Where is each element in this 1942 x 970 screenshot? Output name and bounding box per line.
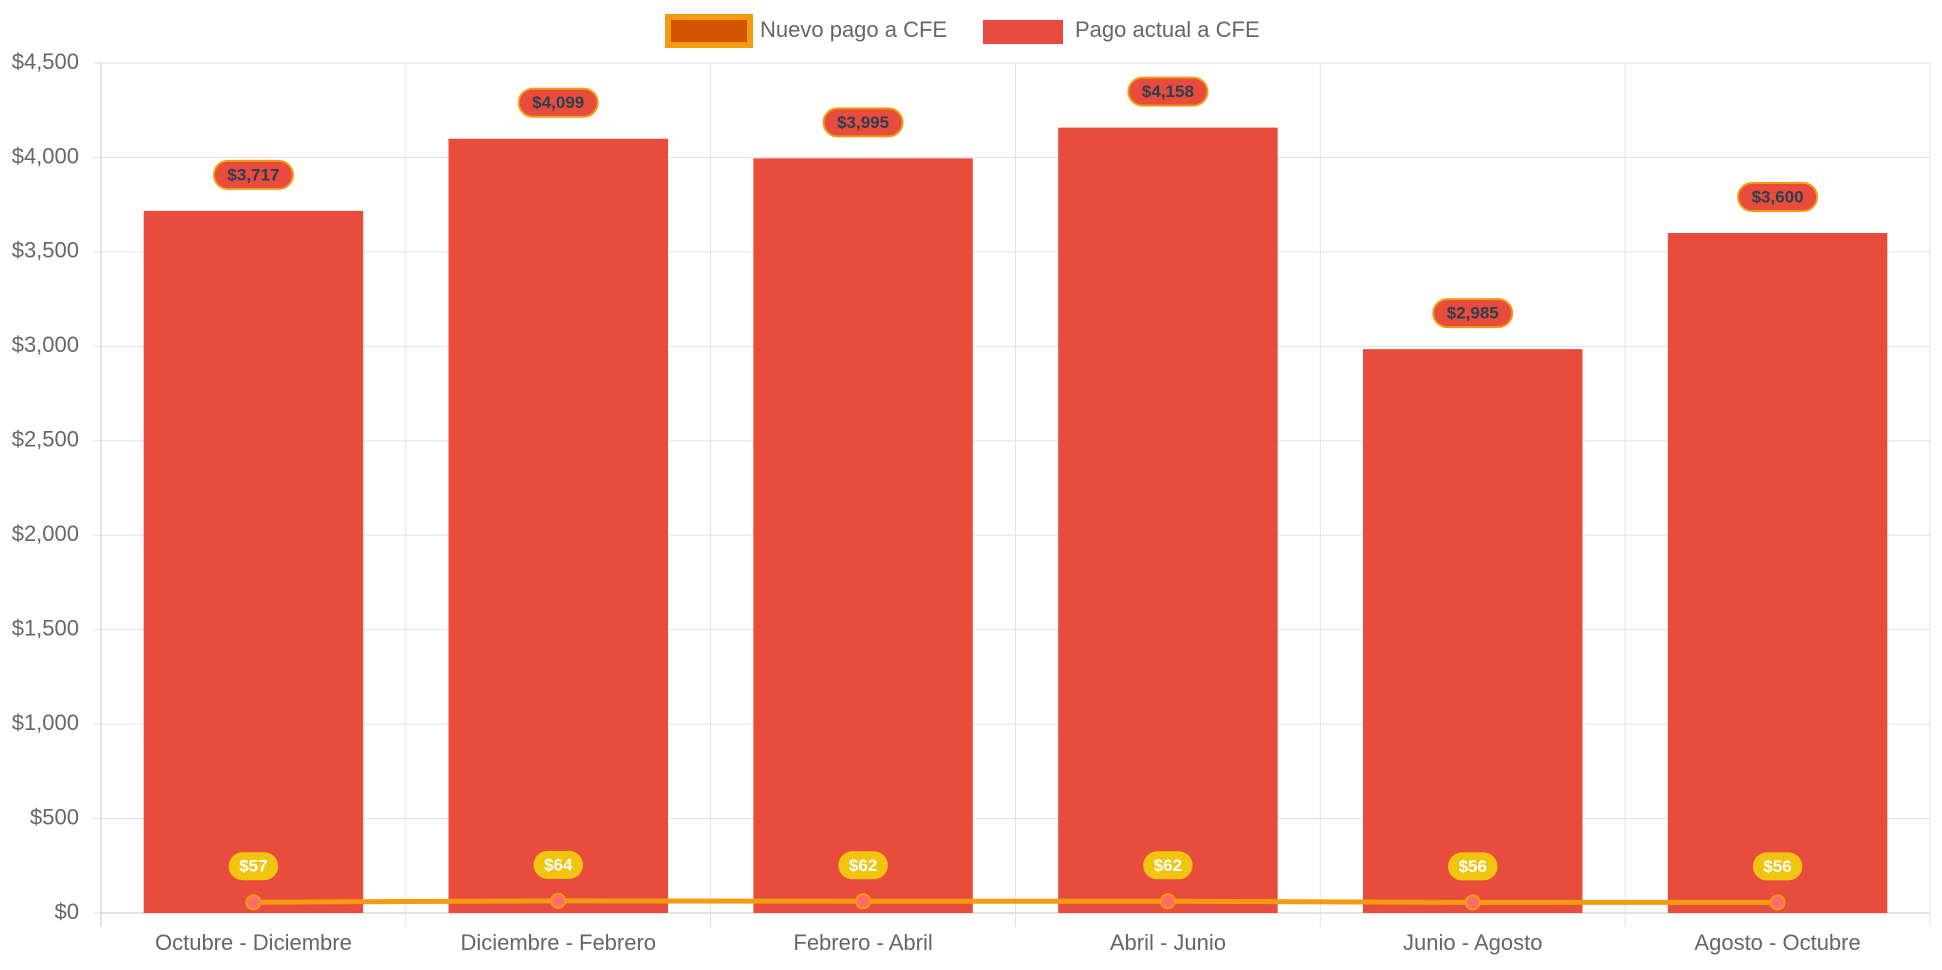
bar (1667, 233, 1888, 913)
bar-label-bg (822, 107, 904, 138)
line-label-bg (1143, 851, 1193, 880)
bar (1058, 127, 1278, 914)
line-value-label: $57 (239, 857, 267, 876)
bar-value-label: $4,099 (532, 93, 584, 112)
line-value-label: $62 (1154, 856, 1182, 875)
bar-label-bg (517, 87, 599, 118)
y-tick-label: $500 (30, 804, 79, 829)
y-tick-label: $2,500 (12, 427, 79, 452)
x-tick-label: Octubre - Diciembre (155, 930, 352, 955)
line-point (1464, 894, 1481, 911)
legend-swatch-line (665, 14, 753, 48)
x-tick-label: Abril - Junio (1110, 930, 1226, 955)
y-tick-label: $1,000 (12, 710, 79, 735)
y-tick-label: $4,500 (12, 49, 79, 74)
y-tick-label: $3,500 (12, 238, 79, 263)
x-tick-label: Febrero - Abril (793, 930, 932, 955)
line-value-label: $56 (1459, 857, 1487, 876)
y-tick-label: $3,000 (12, 332, 79, 357)
legend-label-line: Nuevo pago a CFE (760, 17, 947, 42)
x-tick-label: Diciembre - Febrero (460, 930, 656, 955)
line-point (245, 894, 262, 911)
bar-value-label: $4,158 (1142, 82, 1194, 101)
x-tick-label: Junio - Agosto (1403, 930, 1542, 955)
line-value-label: $64 (544, 855, 573, 874)
bar-value-label: $2,985 (1447, 304, 1499, 323)
line-point (1769, 894, 1786, 911)
bar-label-bg (1737, 182, 1819, 212)
legend-label-bar: Pago actual a CFE (1075, 17, 1260, 42)
bar (143, 210, 364, 913)
y-tick-label: $2,000 (12, 521, 79, 546)
legend-swatch-bar (983, 20, 1063, 44)
line-point (855, 893, 872, 910)
line-value-label: $62 (849, 856, 877, 875)
x-tick-label: Agosto - Octubre (1694, 930, 1860, 955)
bar-value-label: $3,600 (1752, 187, 1804, 206)
line-point (550, 892, 567, 909)
y-tick-label: $4,000 (12, 143, 79, 168)
bar (448, 138, 668, 913)
line-label-bg (838, 851, 888, 880)
line-value-label: $56 (1763, 857, 1791, 876)
bar-label-bg (1127, 76, 1209, 107)
bar (1363, 349, 1583, 914)
bar-label-bg (1432, 298, 1514, 329)
line-point (1159, 893, 1176, 910)
bar-value-label: $3,717 (227, 165, 279, 184)
line-label-bg (533, 850, 584, 879)
bar (753, 158, 973, 913)
line-label-bg (1448, 852, 1498, 881)
line-label-bg (1752, 852, 1803, 881)
line-series (250, 898, 1781, 905)
bar-label-bg (212, 159, 294, 190)
line-label-bg (228, 852, 279, 881)
y-tick-label: $1,500 (12, 615, 79, 640)
y-tick-label: $0 (55, 899, 79, 924)
bar-value-label: $3,995 (837, 113, 889, 132)
